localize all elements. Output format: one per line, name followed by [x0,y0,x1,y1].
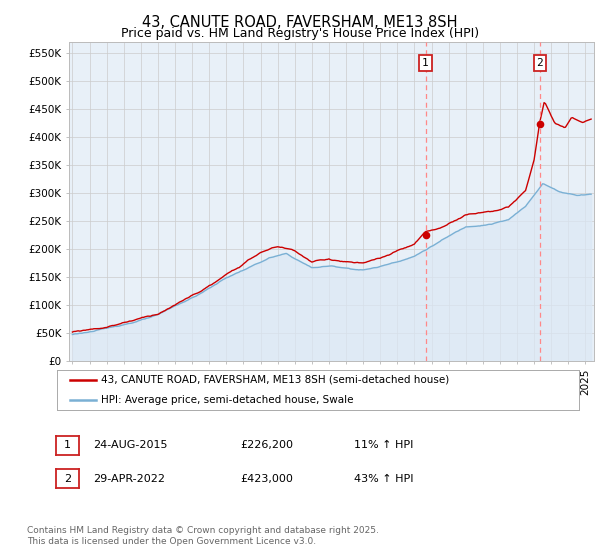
Text: 1: 1 [64,440,71,450]
Text: £423,000: £423,000 [240,474,293,484]
Text: Price paid vs. HM Land Registry's House Price Index (HPI): Price paid vs. HM Land Registry's House … [121,27,479,40]
Text: 11% ↑ HPI: 11% ↑ HPI [354,440,413,450]
Text: 43, CANUTE ROAD, FAVERSHAM, ME13 8SH: 43, CANUTE ROAD, FAVERSHAM, ME13 8SH [142,15,458,30]
Text: HPI: Average price, semi-detached house, Swale: HPI: Average price, semi-detached house,… [101,395,354,405]
Text: 2: 2 [64,474,71,484]
Text: 1: 1 [422,58,429,68]
Text: Contains HM Land Registry data © Crown copyright and database right 2025.
This d: Contains HM Land Registry data © Crown c… [27,526,379,546]
Text: 2: 2 [536,58,543,68]
Text: 29-APR-2022: 29-APR-2022 [93,474,165,484]
Text: 24-AUG-2015: 24-AUG-2015 [93,440,167,450]
Text: 43, CANUTE ROAD, FAVERSHAM, ME13 8SH (semi-detached house): 43, CANUTE ROAD, FAVERSHAM, ME13 8SH (se… [101,375,449,385]
Text: 43% ↑ HPI: 43% ↑ HPI [354,474,413,484]
Text: £226,200: £226,200 [240,440,293,450]
